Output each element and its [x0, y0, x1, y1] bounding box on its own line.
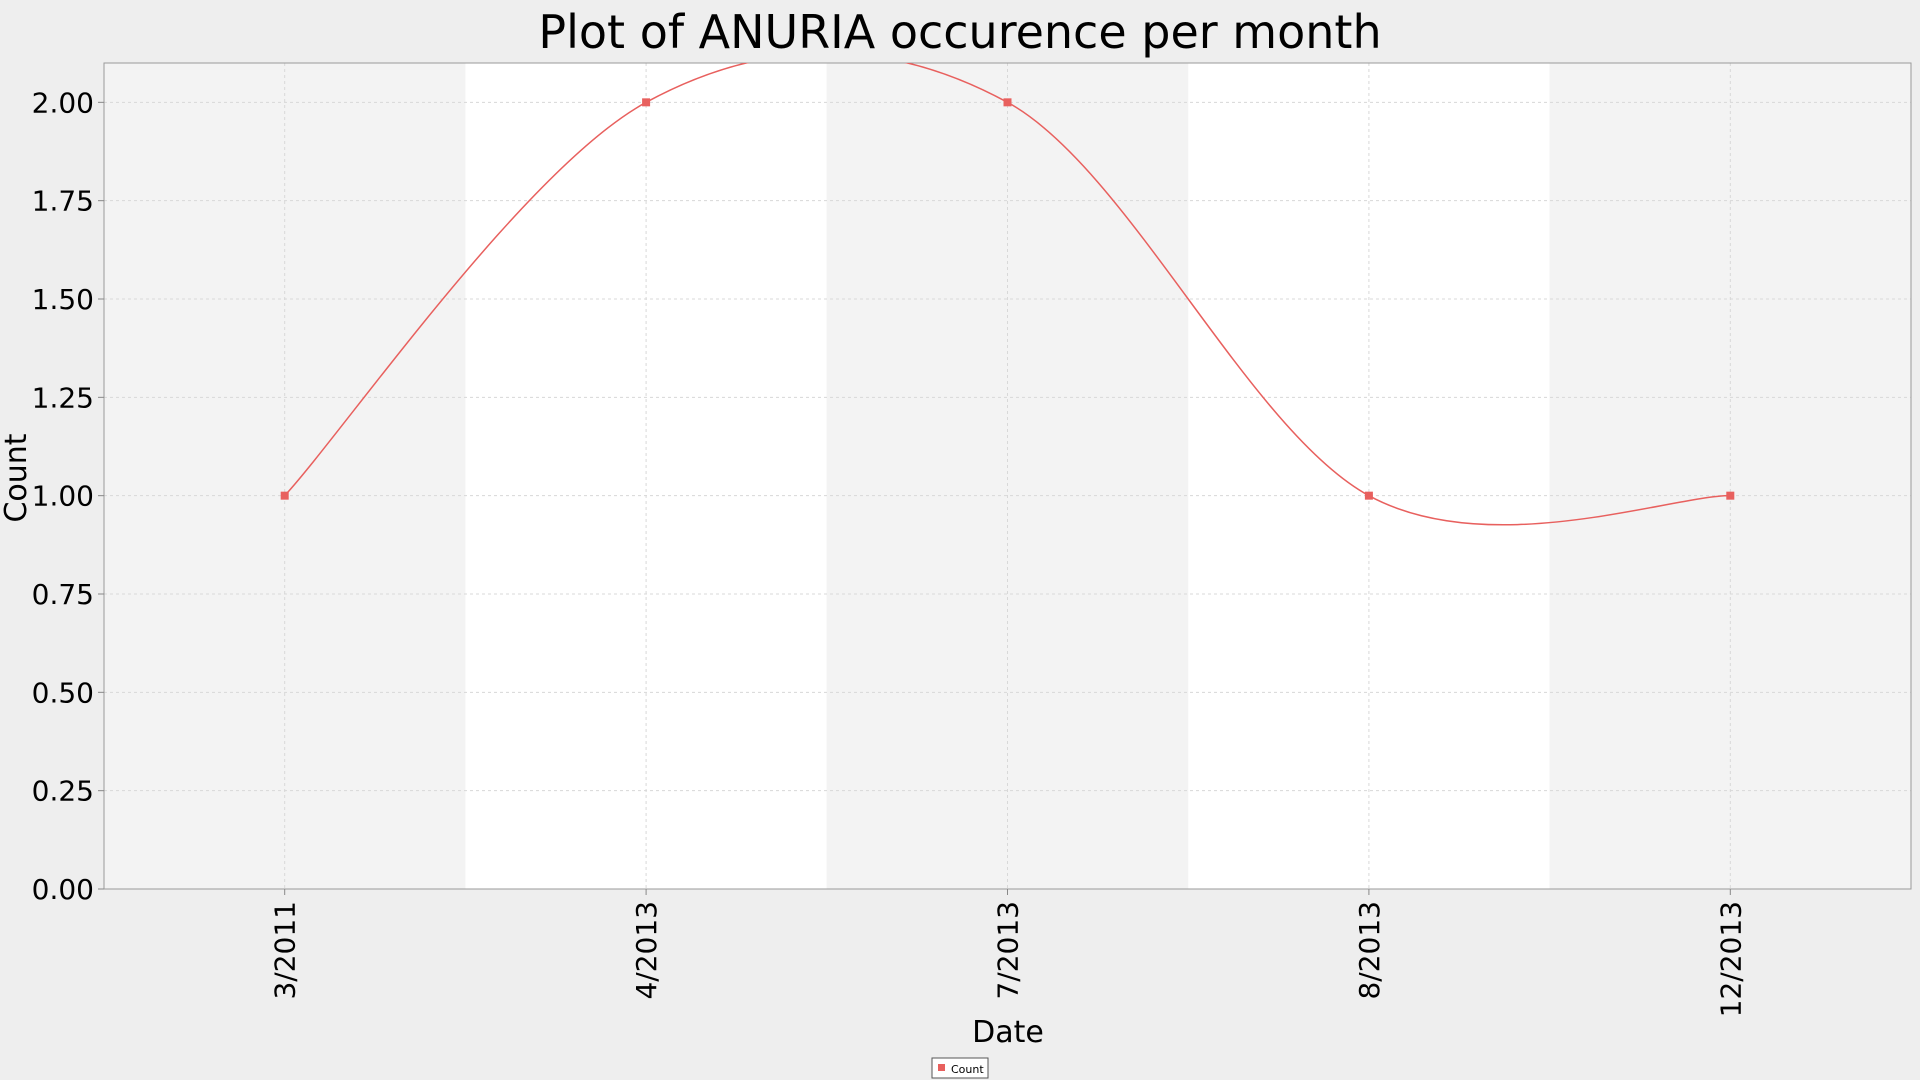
- y-axis-label: Count: [0, 433, 34, 522]
- x-tick-label: 3/2011: [269, 901, 302, 1000]
- legend-marker-icon: [938, 1064, 945, 1071]
- data-point-marker: [1726, 491, 1735, 500]
- y-tick-label: 0.75: [32, 578, 94, 611]
- legend: Count: [931, 1057, 989, 1079]
- x-tick-label: 8/2013: [1353, 901, 1386, 1000]
- data-point-marker: [642, 98, 651, 107]
- y-tick-label: 2.00: [32, 86, 94, 119]
- background-band: [1188, 63, 1550, 889]
- data-point-marker: [280, 491, 289, 500]
- x-axis-label: Date: [972, 1015, 1044, 1050]
- y-tick-label: 0.00: [32, 873, 94, 906]
- legend-label-count: Count: [951, 1063, 984, 1076]
- x-tick-label: 7/2013: [992, 901, 1025, 1000]
- legend-box: [931, 1057, 989, 1079]
- background-band: [826, 63, 1189, 889]
- y-tick-label: 1.00: [32, 480, 94, 513]
- y-tick-label: 1.25: [32, 381, 94, 414]
- y-tick-label: 1.50: [32, 283, 94, 316]
- y-tick-label: 1.75: [32, 185, 94, 218]
- x-tick-label: 4/2013: [630, 901, 663, 1000]
- data-point-marker: [1003, 98, 1012, 107]
- x-axis-ticks: 3/2011 4/2013 7/2013 8/2013 12/2013: [269, 889, 1747, 1017]
- y-tick-label: 0.25: [32, 775, 94, 808]
- x-tick-label: 12/2013: [1714, 901, 1747, 1017]
- data-point-marker: [1364, 491, 1373, 500]
- y-axis-ticks: 0.00 0.25 0.50 0.75 1.00 1.25 1.50 1.75 2.00: [32, 86, 104, 906]
- y-tick-label: 0.50: [32, 676, 94, 709]
- chart-title: Plot of ANURIA occurence per month: [538, 5, 1381, 59]
- series-count: [280, 63, 1735, 526]
